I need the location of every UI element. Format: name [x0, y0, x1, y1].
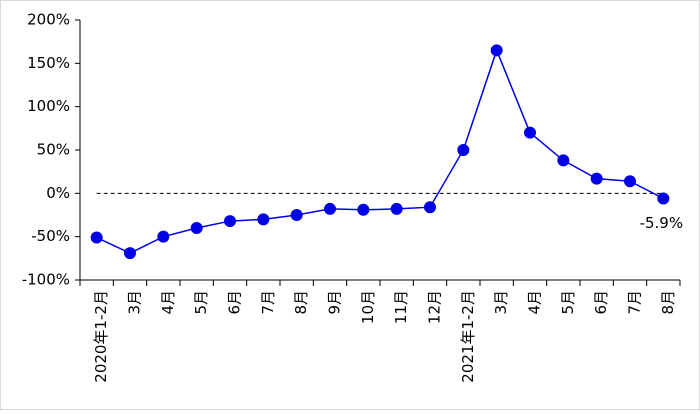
marker: [657, 192, 670, 205]
marker: [624, 175, 636, 188]
y-tick-label: 100%: [27, 97, 70, 115]
marker: [424, 201, 436, 214]
x-tick-label: 4月: [159, 290, 177, 315]
marker: [157, 230, 170, 243]
x-tick-label: 3月: [126, 290, 144, 315]
marker: [224, 215, 236, 228]
y-tick-label: 0%: [46, 184, 70, 202]
x-tick-label: 6月: [592, 290, 610, 315]
y-tick-label: -50%: [31, 227, 70, 245]
x-tick-label: 8月: [659, 290, 677, 315]
marker: [490, 44, 503, 57]
marker: [590, 172, 603, 185]
x-tick-label: 3月: [492, 290, 510, 315]
x-tick-label: 6月: [226, 290, 244, 315]
y-tick-label: -100%: [22, 271, 70, 289]
x-tick-label: 7月: [259, 290, 277, 315]
marker: [257, 213, 270, 226]
marker: [324, 202, 336, 215]
marker: [124, 247, 136, 260]
x-tick-label: 12月: [426, 290, 444, 324]
value-label: -5.9%: [640, 214, 684, 232]
x-tick-label: 2021年1-2月: [459, 290, 477, 383]
y-tick-label: 200%: [27, 11, 70, 29]
marker: [457, 144, 470, 156]
x-tick-label: 11月: [392, 290, 410, 324]
x-tick-label: 5月: [192, 290, 210, 315]
x-tick-label: 5月: [559, 290, 577, 315]
marker: [90, 231, 103, 244]
x-tick-label: 10月: [359, 290, 377, 324]
x-tick-label: 9月: [326, 290, 344, 315]
x-tick-label: 4月: [526, 290, 544, 315]
y-tick-label: 50%: [37, 141, 70, 159]
marker: [390, 202, 403, 215]
marker: [557, 154, 570, 167]
marker: [290, 209, 303, 221]
marker: [190, 222, 203, 234]
x-tick-label: 7月: [626, 290, 644, 315]
x-tick-label: 8月: [292, 290, 310, 315]
x-tick-label: 2020年1-2月: [92, 290, 110, 383]
y-tick-label: 150%: [27, 54, 70, 72]
marker: [357, 203, 370, 216]
marker: [524, 126, 536, 139]
